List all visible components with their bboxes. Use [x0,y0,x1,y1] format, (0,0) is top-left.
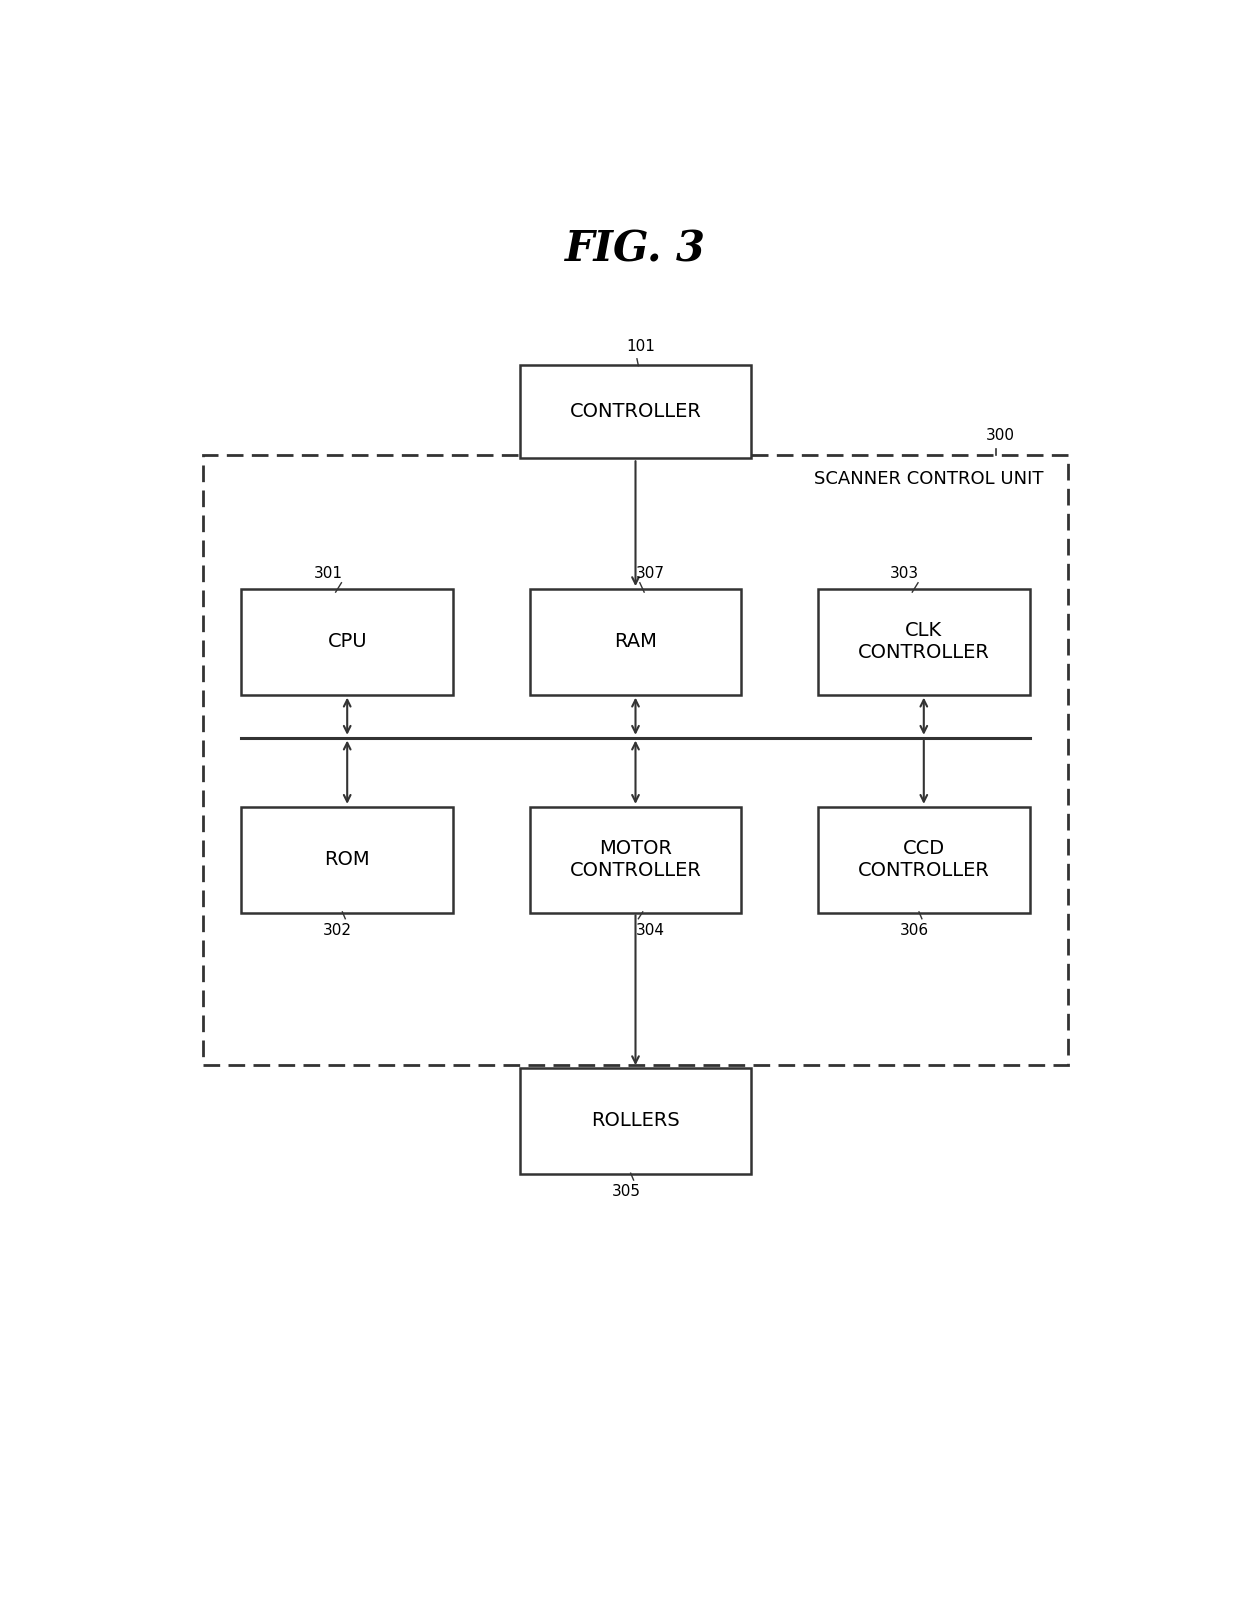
Text: RAM: RAM [614,632,657,651]
Text: 305: 305 [611,1185,640,1199]
Text: FIG. 3: FIG. 3 [565,229,706,271]
Text: CCD
CONTROLLER: CCD CONTROLLER [858,839,990,881]
Text: 101: 101 [626,339,655,354]
Text: CLK
CONTROLLER: CLK CONTROLLER [858,622,990,663]
Text: ROM: ROM [325,850,370,869]
Bar [521,1068,751,1173]
Bar [529,588,742,695]
Text: MOTOR
CONTROLLER: MOTOR CONTROLLER [569,839,702,881]
Bar [818,588,1029,695]
Text: 300: 300 [986,428,1016,443]
Bar [203,456,1068,1065]
Text: 307: 307 [635,566,665,580]
Bar [818,806,1029,913]
Text: SCANNER CONTROL UNIT: SCANNER CONTROL UNIT [815,470,1044,488]
Bar [242,806,453,913]
Text: 303: 303 [890,566,919,580]
Text: CONTROLLER: CONTROLLER [569,402,702,422]
Text: 304: 304 [635,923,665,937]
Bar [242,588,453,695]
Bar [521,365,751,459]
Text: CPU: CPU [327,632,367,651]
Text: ROLLERS: ROLLERS [591,1112,680,1131]
Text: 301: 301 [314,566,342,580]
Text: 302: 302 [324,923,352,937]
Text: 306: 306 [900,923,929,937]
Bar [529,806,742,913]
